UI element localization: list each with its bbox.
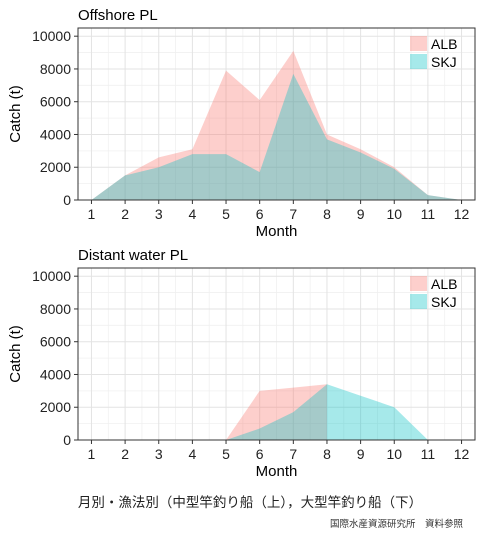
x-tick-label: 12 [454, 446, 470, 462]
source-credit: 国際水産資源研究所 資料参照 [330, 519, 464, 530]
x-tick-label: 12 [454, 206, 470, 222]
legend-swatch-skj [410, 294, 427, 309]
legend-swatch-alb [410, 276, 427, 291]
chart-title: Offshore PL [78, 7, 158, 24]
y-tick-label: 6000 [40, 94, 71, 110]
x-tick-label: 10 [386, 206, 402, 222]
legend-label-skj: SKJ [431, 294, 457, 310]
figure-caption: 月別・漁法別（中型竿釣り船（上），大型竿釣り船（下） [77, 495, 423, 511]
x-tick-label: 10 [386, 446, 402, 462]
y-tick-label: 6000 [40, 334, 71, 350]
x-tick-label: 3 [155, 206, 163, 222]
area-alb [91, 50, 462, 200]
x-tick-label: 4 [188, 206, 196, 222]
x-tick-label: 1 [88, 446, 96, 462]
y-tick-label: 8000 [40, 301, 71, 317]
x-axis-label: Month [256, 463, 298, 480]
y-tick-label: 10000 [32, 28, 71, 44]
x-tick-label: 1 [88, 206, 96, 222]
y-tick-label: 0 [63, 432, 71, 448]
y-tick-label: 2000 [40, 159, 71, 175]
chart-title: Distant water PL [78, 247, 188, 264]
x-tick-label: 8 [323, 446, 331, 462]
x-tick-label: 11 [421, 206, 436, 222]
y-tick-label: 10000 [32, 268, 71, 284]
x-tick-label: 7 [289, 446, 297, 462]
y-tick-label: 4000 [40, 366, 71, 382]
y-tick-label: 0 [63, 192, 71, 208]
x-tick-label: 8 [323, 206, 331, 222]
legend-label-alb: ALB [431, 276, 457, 292]
x-tick-label: 11 [421, 446, 436, 462]
plot-border [77, 27, 476, 201]
x-tick-label: 9 [357, 446, 365, 462]
legend-swatch-skj [410, 54, 427, 69]
y-axis-label: Catch (t) [7, 85, 24, 143]
y-axis-label: Catch (t) [7, 325, 24, 383]
x-tick-label: 6 [256, 446, 264, 462]
area-alb [226, 384, 327, 440]
x-tick-label: 2 [121, 206, 129, 222]
y-tick-label: 8000 [40, 61, 71, 77]
y-tick-label: 2000 [40, 399, 71, 415]
y-tick-label: 4000 [40, 126, 71, 142]
area-skj [226, 384, 428, 440]
x-tick-label: 7 [289, 206, 297, 222]
x-tick-label: 4 [188, 446, 196, 462]
x-tick-label: 9 [357, 206, 365, 222]
x-tick-label: 3 [155, 446, 163, 462]
x-tick-label: 2 [121, 446, 129, 462]
legend-swatch-alb [410, 36, 427, 51]
area-skj [91, 73, 462, 200]
x-axis-label: Month [256, 223, 298, 240]
plot-border [77, 267, 476, 441]
legend-label-skj: SKJ [431, 54, 457, 70]
x-tick-label: 5 [222, 206, 230, 222]
legend-label-alb: ALB [431, 36, 457, 52]
x-tick-label: 5 [222, 446, 230, 462]
x-tick-label: 6 [256, 206, 264, 222]
